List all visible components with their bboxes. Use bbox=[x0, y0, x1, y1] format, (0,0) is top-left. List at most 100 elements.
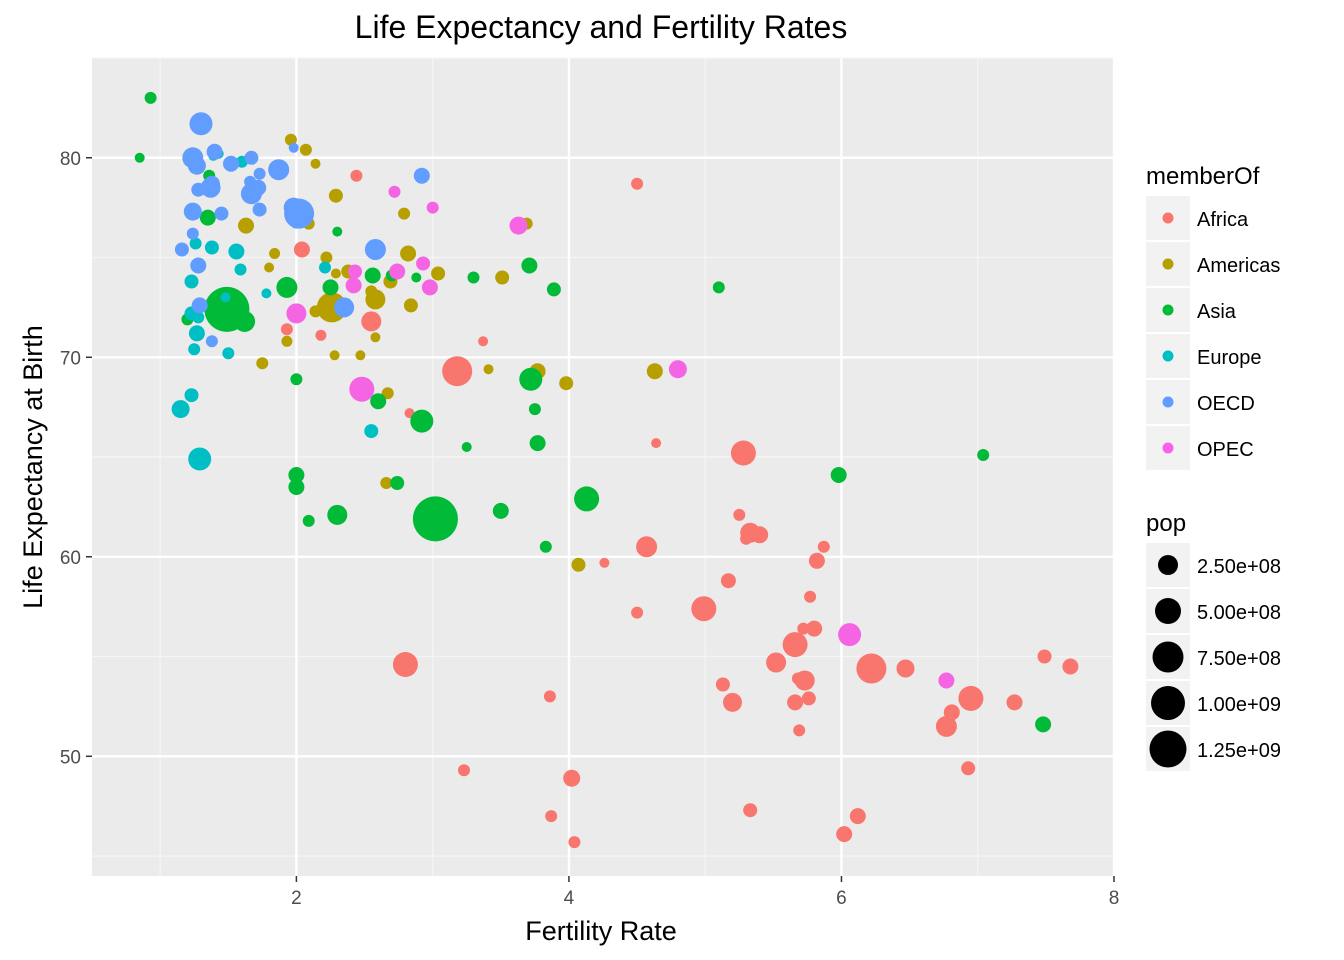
data-point bbox=[836, 826, 853, 843]
data-point bbox=[426, 201, 439, 214]
data-point bbox=[364, 239, 386, 260]
data-point bbox=[183, 202, 202, 221]
data-point bbox=[1037, 649, 1052, 664]
data-point bbox=[286, 303, 307, 324]
legend-size-swatch bbox=[1155, 598, 1181, 624]
data-point bbox=[192, 311, 205, 324]
data-point bbox=[184, 274, 199, 289]
data-point bbox=[539, 540, 552, 553]
legend-size-swatch bbox=[1149, 730, 1187, 768]
legend-label: OPEC bbox=[1197, 439, 1254, 461]
data-point bbox=[631, 606, 644, 619]
legend-label: 7.50e+08 bbox=[1197, 648, 1281, 670]
chart-title: Life Expectancy and Fertility Rates bbox=[355, 9, 848, 45]
data-point bbox=[302, 514, 315, 527]
data-point bbox=[390, 476, 405, 490]
color-legend-entry: OECD bbox=[1146, 380, 1255, 424]
data-point bbox=[253, 167, 266, 180]
legend-swatch bbox=[1162, 396, 1174, 408]
legend-label: 1.00e+09 bbox=[1197, 694, 1281, 716]
legend-size-swatch bbox=[1151, 686, 1185, 720]
data-point bbox=[478, 336, 489, 347]
data-point bbox=[856, 653, 887, 684]
y-tick-label: 60 bbox=[60, 548, 81, 569]
data-point bbox=[188, 447, 212, 471]
data-point bbox=[214, 206, 229, 221]
data-point bbox=[715, 677, 730, 692]
legend-label: Europe bbox=[1197, 347, 1262, 369]
data-point bbox=[269, 248, 281, 259]
data-point bbox=[849, 808, 866, 825]
data-point bbox=[651, 438, 662, 449]
data-point bbox=[1006, 694, 1023, 711]
legend-label: Americas bbox=[1197, 255, 1280, 277]
data-point bbox=[320, 251, 333, 264]
data-point bbox=[222, 347, 235, 360]
size-legend-entry: 1.00e+09 bbox=[1146, 681, 1281, 725]
data-point bbox=[223, 155, 239, 172]
data-point bbox=[442, 356, 473, 387]
y-axis: 50 60 70 80 bbox=[60, 149, 92, 768]
data-point bbox=[599, 557, 610, 568]
data-point bbox=[938, 672, 955, 689]
data-point bbox=[723, 692, 742, 712]
data-point bbox=[691, 596, 717, 622]
data-point bbox=[288, 479, 305, 495]
legend-label: Asia bbox=[1197, 301, 1237, 323]
data-point bbox=[766, 652, 787, 673]
data-point bbox=[389, 263, 406, 280]
data-point bbox=[188, 343, 201, 356]
data-point bbox=[364, 267, 381, 284]
data-point bbox=[398, 207, 411, 220]
data-point bbox=[345, 277, 362, 294]
data-point bbox=[804, 590, 817, 603]
size-legend-entry: 5.00e+08 bbox=[1146, 589, 1281, 633]
data-point bbox=[467, 271, 480, 284]
data-point bbox=[1062, 658, 1079, 675]
data-point bbox=[361, 311, 382, 332]
data-point bbox=[636, 536, 658, 558]
color-legend-entry: Asia bbox=[1146, 288, 1237, 332]
y-tick-label: 80 bbox=[60, 149, 81, 170]
data-point bbox=[733, 508, 746, 521]
color-legend-entry: Europe bbox=[1146, 334, 1262, 378]
data-point bbox=[315, 329, 327, 341]
data-point bbox=[559, 376, 574, 391]
x-tick-label: 6 bbox=[836, 888, 847, 909]
size-legend-entry: 2.50e+08 bbox=[1146, 543, 1281, 587]
data-point bbox=[334, 297, 355, 318]
data-point bbox=[1035, 716, 1052, 733]
data-point bbox=[896, 659, 915, 678]
data-point bbox=[817, 540, 830, 553]
data-point bbox=[261, 288, 272, 299]
data-point bbox=[380, 477, 393, 489]
data-point bbox=[668, 360, 687, 379]
data-point bbox=[184, 388, 199, 403]
data-point bbox=[568, 836, 581, 849]
data-point bbox=[322, 279, 339, 296]
y-tick-label: 70 bbox=[60, 348, 81, 369]
data-point bbox=[529, 435, 546, 452]
data-point bbox=[268, 159, 290, 181]
data-point bbox=[751, 526, 769, 544]
legend-label: 2.50e+08 bbox=[1197, 556, 1281, 578]
data-point bbox=[546, 282, 561, 297]
data-point bbox=[416, 256, 431, 271]
color-legend-entry: OPEC bbox=[1146, 426, 1254, 470]
y-tick-label: 50 bbox=[60, 747, 81, 768]
data-point bbox=[935, 715, 957, 737]
data-point bbox=[319, 261, 331, 274]
data-point bbox=[421, 279, 438, 296]
data-point bbox=[801, 691, 816, 706]
size-legend-title: pop bbox=[1146, 510, 1186, 537]
legend-swatch bbox=[1162, 258, 1174, 270]
data-point bbox=[782, 632, 808, 658]
data-point bbox=[412, 496, 458, 542]
data-point bbox=[961, 761, 976, 776]
data-point bbox=[838, 623, 862, 647]
size-legend: pop 2.50e+08 5.00e+08 7.50e+08 1.00e+09 1.25… bbox=[1146, 510, 1281, 771]
data-point bbox=[388, 185, 401, 198]
data-point bbox=[400, 245, 417, 262]
data-point bbox=[403, 298, 418, 313]
legend-label: 5.00e+08 bbox=[1197, 602, 1281, 624]
